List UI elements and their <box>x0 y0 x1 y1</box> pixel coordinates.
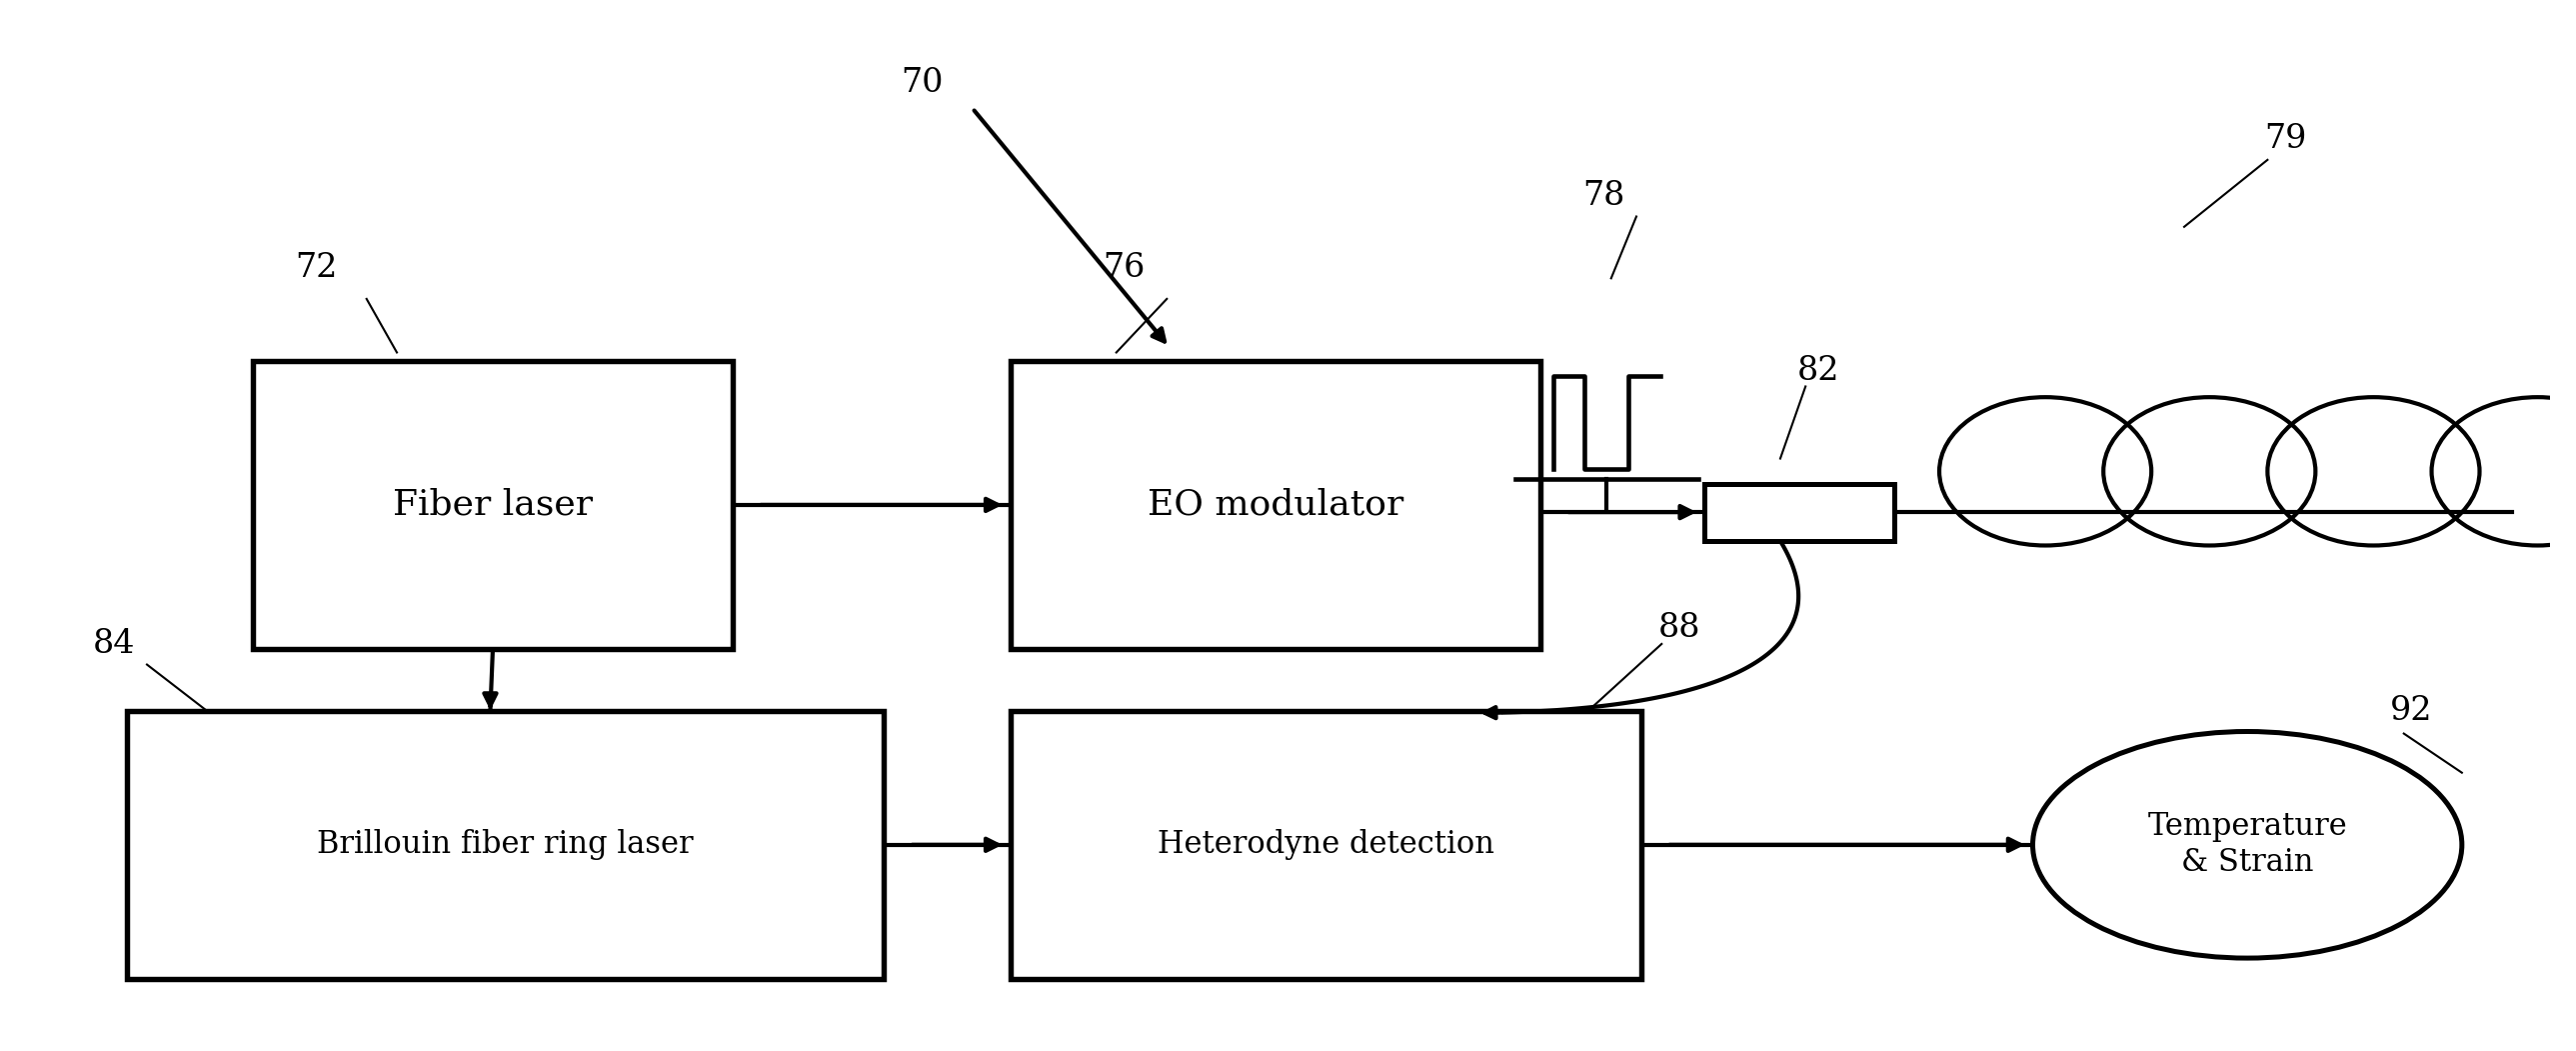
Text: 84: 84 <box>93 627 137 660</box>
Text: 79: 79 <box>2264 123 2306 156</box>
Text: EO modulator: EO modulator <box>1146 488 1404 522</box>
Text: Temperature
& Strain: Temperature & Strain <box>2148 811 2347 879</box>
Text: 76: 76 <box>1103 252 1146 284</box>
Bar <box>1010 710 1641 978</box>
Text: 88: 88 <box>1659 613 1700 644</box>
Text: 70: 70 <box>902 66 943 99</box>
Bar <box>1705 485 1893 541</box>
Bar <box>1010 360 1540 650</box>
Bar <box>126 710 884 978</box>
Text: 92: 92 <box>2391 695 2432 727</box>
Text: Fiber laser: Fiber laser <box>392 488 592 522</box>
Bar <box>252 360 732 650</box>
Text: 72: 72 <box>294 252 337 284</box>
Text: 78: 78 <box>1582 180 1625 212</box>
Text: Heterodyne detection: Heterodyne detection <box>1157 829 1494 861</box>
Text: Brillouin fiber ring laser: Brillouin fiber ring laser <box>317 829 693 861</box>
Text: 82: 82 <box>1798 355 1839 387</box>
Ellipse shape <box>2032 731 2463 959</box>
